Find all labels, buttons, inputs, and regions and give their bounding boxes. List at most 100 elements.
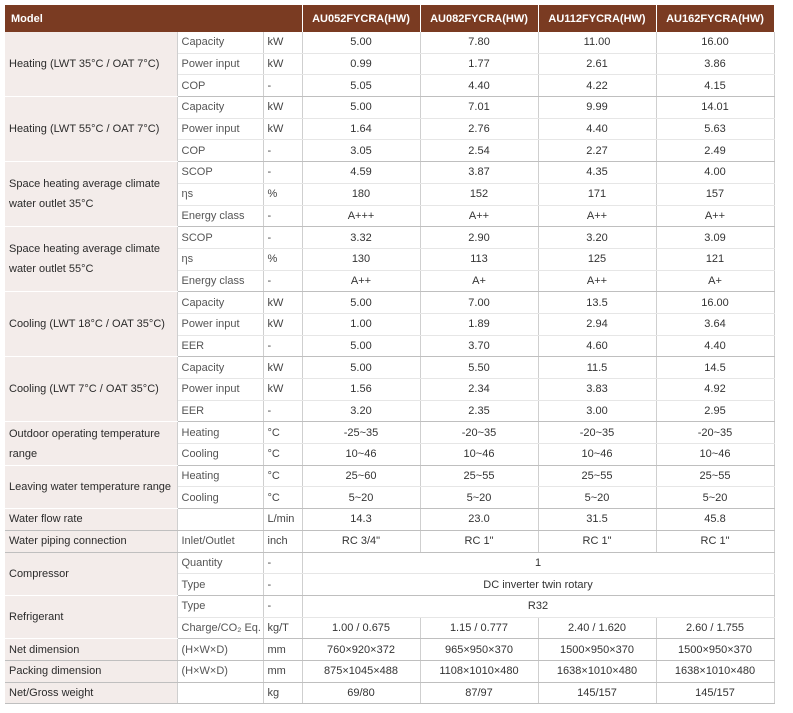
item-label [177,508,264,531]
unit-label: % [263,183,303,206]
table-row: COP -3.05 2.54 2.27 2.49 [5,139,775,163]
value-cell: 2.60 / 1.755 [656,617,775,640]
unit-label: kW [263,118,303,141]
value-cell: 7.00 [420,291,539,314]
value-cell: 11.00 [538,32,657,54]
value-cell: RC 3/4" [302,530,421,553]
group-label: Heating (LWT 35°C / OAT 7°C) [5,32,178,98]
unit-label: inch [263,530,303,553]
value-cell: 31.5 [538,508,657,531]
value-cell: 87/97 [420,682,539,705]
value-cell: 23.0 [420,508,539,531]
value-cell: 1500×950×370 [538,638,657,661]
unit-label: - [263,226,303,249]
value-cell: 157 [656,183,775,206]
value-cell: 5.00 [302,96,421,119]
unit-label: - [263,74,303,98]
value-cell: 3.00 [538,400,657,423]
value-cell: 45.8 [656,508,775,531]
table-row: Space heating average climate water outl… [5,161,775,228]
group-label: Cooling (LWT 18°C / OAT 35°C) [5,291,178,358]
table-row: Type - DC inverter twin rotary [5,573,775,596]
value-cell: 3.20 [538,226,657,249]
item-label: SCOP [177,161,264,184]
header-row: Model AU052FYCRA(HW) AU082FYCRA(HW) AU11… [5,5,775,32]
unit-label: kW [263,53,303,76]
value-cell: A+ [420,270,539,293]
value-cell: 2.95 [656,400,775,423]
unit-label: kg [263,682,303,705]
shared-value-cell: DC inverter twin rotary [302,573,775,596]
value-cell: 14.01 [656,96,775,119]
value-cell: 5~20 [538,486,657,510]
table-row: Water piping connection Inlet/Outlet inch R… [5,530,775,553]
table-row: Cooling °C 10~46 10~46 10~46 10~46 [5,443,775,466]
value-cell: 16.00 [656,291,775,314]
value-cell: -20~35 [656,421,775,445]
value-cell: 2.40 / 1.620 [538,617,657,640]
value-cell: 2.34 [420,378,539,401]
value-cell: 1.64 [302,118,421,141]
table-row: Charge/CO₂ Eq. kg/T 1.00 / 0.675 1.15 / 0.7… [5,617,775,640]
item-label: COP [177,74,264,98]
table-row: Power input kW 1.00 1.89 2.94 3.64 [5,313,775,336]
value-cell: 10~46 [538,443,657,466]
value-cell: RC 1" [538,530,657,553]
group-label: Water piping connection [5,530,178,553]
value-cell: 14.3 [302,508,421,531]
table-row: Energy class - A++ A+ A++ A+ [5,270,775,293]
unit-label: kW [263,313,303,336]
value-cell: A++ [302,270,421,293]
item-label: Capacity [177,32,264,54]
value-cell: 25~55 [656,465,775,488]
value-cell: 5.05 [302,74,421,98]
item-label: Heating [177,465,264,488]
value-cell: -20~35 [420,421,539,445]
value-cell: 5.00 [302,356,421,379]
value-cell: 5~20 [302,486,421,510]
value-cell: A+ [656,270,775,293]
item-label: SCOP [177,226,264,249]
unit-label: - [263,595,303,618]
group-label: Water flow rate [5,508,178,531]
unit-label: % [263,248,303,271]
table-row: EER -3.20 2.35 3.00 2.95 [5,400,775,423]
table-row: COP -5.05 4.40 4.22 4.15 [5,74,775,98]
table-row: Heating (LWT 35°C / OAT 7°C) Capacity kW 5.… [5,32,775,98]
table-row: Energy class - A+++ A++ A++ A++ [5,205,775,228]
unit-label: - [263,573,303,596]
value-cell: 2.54 [420,139,539,163]
group-label: Space heating average climate water outl… [5,226,178,293]
value-cell: -25~35 [302,421,421,445]
value-cell: A++ [538,205,657,228]
value-cell: 2.90 [420,226,539,249]
item-label: ηs [177,183,264,206]
value-cell: 1.00 [302,313,421,336]
item-label: Power input [177,378,264,401]
value-cell: 3.86 [656,53,775,76]
value-cell: 1.00 / 0.675 [302,617,421,640]
unit-label: - [263,552,303,575]
value-cell: 7.01 [420,96,539,119]
value-cell: 3.32 [302,226,421,249]
value-cell: 11.5 [538,356,657,379]
unit-label: °C [263,443,303,466]
value-cell: 4.60 [538,335,657,358]
value-cell: 121 [656,248,775,271]
value-cell: A++ [538,270,657,293]
table-row: ηs% 130 113 125 121 [5,248,775,271]
item-label: (H×W×D) [177,660,264,683]
value-cell: 2.27 [538,139,657,163]
value-cell: 3.05 [302,139,421,163]
table-row: Water flow rate L/min 14.3 23.0 31.5 45.8 [5,508,775,531]
group-label: Net/Gross weight [5,682,178,705]
table-row: Leaving water temperature range Heating °C… [5,465,775,510]
value-cell: 1500×950×370 [656,638,775,661]
value-cell: 0.99 [302,53,421,76]
item-label: Type [177,595,264,618]
group-label: Leaving water temperature range [5,465,178,510]
item-label [177,682,264,705]
unit-label: kg/T [263,617,303,640]
value-cell: 5.00 [302,291,421,314]
item-label: Capacity [177,96,264,119]
